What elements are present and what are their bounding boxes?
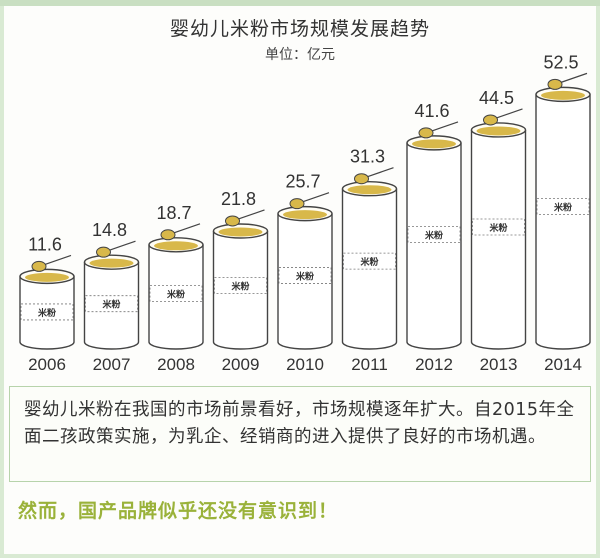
spoon-bowl [31, 260, 47, 272]
year-label: 2014 [544, 355, 582, 374]
spoon-handle [238, 209, 265, 220]
can-powder [154, 241, 198, 251]
spoon-bowl [289, 198, 305, 210]
spoon-bowl [354, 173, 369, 185]
spoon-bowl [418, 127, 434, 139]
year-label: 2013 [480, 355, 518, 374]
spoon-handle [173, 223, 201, 234]
spoon-bowl [547, 78, 563, 90]
year-label: 2006 [28, 355, 66, 374]
spoon-bowl [483, 114, 498, 126]
value-label: 21.8 [221, 189, 256, 209]
can-label-band [214, 277, 267, 295]
year-label: 2010 [286, 355, 324, 374]
can-powder [89, 258, 134, 268]
value-label: 31.3 [350, 147, 385, 167]
chart-unit: 单位：亿元 [265, 47, 335, 63]
can-label: 米粉 [488, 222, 507, 234]
spoon-handle [44, 254, 72, 265]
can-label-band [149, 285, 203, 303]
can-label-band [278, 267, 332, 284]
can-powder [541, 90, 585, 100]
can-body [470, 129, 527, 350]
can-powder [218, 227, 263, 237]
can-label: 米粉 [230, 281, 249, 293]
top-strip [0, 0, 600, 6]
value-label: 25.7 [285, 172, 320, 192]
can-label-band [343, 252, 396, 270]
can-label: 米粉 [101, 299, 120, 311]
can-label: 米粉 [37, 307, 56, 319]
spoon-handle [367, 167, 394, 178]
can-label: 米粉 [359, 256, 378, 268]
can-body [535, 94, 591, 350]
year-label: 2007 [93, 355, 131, 374]
value-label: 44.5 [479, 88, 514, 108]
can-powder [412, 139, 456, 149]
can-powder [476, 126, 521, 136]
can-label-band [407, 226, 461, 243]
can-label: 米粉 [553, 201, 572, 213]
spoon-handle [109, 240, 136, 251]
spoon-bowl [96, 246, 111, 258]
can-body [406, 142, 462, 350]
spoon-bowl [225, 215, 240, 227]
can-label: 米粉 [424, 230, 443, 242]
value-label: 14.8 [92, 220, 127, 240]
can-body [277, 213, 333, 350]
can-label-band [20, 303, 74, 321]
spoon-handle [496, 108, 523, 119]
year-label: 2008 [157, 355, 195, 374]
spoon-bowl [160, 229, 176, 241]
value-label: 52.5 [543, 52, 578, 72]
value-label: 41.6 [414, 101, 449, 121]
can-powder [283, 210, 327, 220]
rice-flour-market-chart: 米粉 11.6 2006 米粉 14.8 2007 米粉 18.7 2008 米粉 21.8 2009… [19, 52, 591, 374]
year-label: 2012 [415, 355, 453, 374]
footer-statement: 然而，国产品牌似乎还没有意识到！ [18, 500, 339, 522]
value-label: 11.6 [28, 234, 62, 254]
can-body [19, 276, 75, 350]
value-label: 18.7 [156, 203, 191, 223]
year-label: 2011 [351, 355, 388, 374]
can-label-band [536, 197, 590, 215]
description-paragraph: 婴幼儿米粉在我国的市场前景看好，市场规模逐年扩大。自2015年全面二孩政策实施，… [24, 400, 575, 447]
can-body [212, 230, 269, 350]
spoon-handle [431, 121, 459, 132]
description-box: 婴幼儿米粉在我国的市场前景看好，市场规模逐年扩大。自2015年全面二孩政策实施，… [9, 386, 591, 482]
year-label: 2009 [222, 355, 260, 374]
can-powder [25, 272, 69, 282]
can-label: 米粉 [295, 271, 314, 283]
chart-title: 婴幼儿米粉市场规模发展趋势 [169, 18, 430, 40]
can-body [148, 244, 204, 350]
can-label-band [85, 295, 138, 313]
can-body [83, 262, 140, 350]
can-powder [347, 185, 392, 195]
spoon-handle [560, 72, 588, 83]
spoon-handle [302, 192, 330, 203]
can-label: 米粉 [166, 289, 185, 301]
can-label-band [472, 218, 525, 236]
